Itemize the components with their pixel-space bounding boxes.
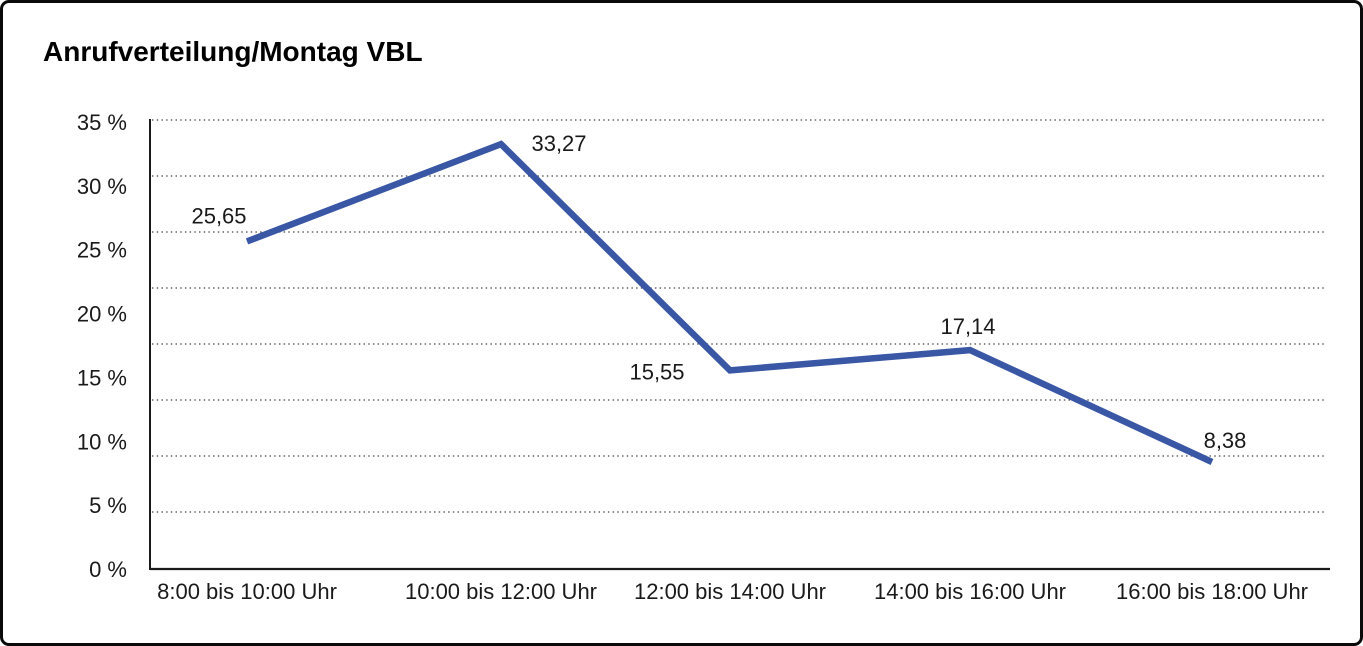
data-labels: 25,65 33,27 15,55 17,14 8,38 bbox=[191, 131, 1246, 453]
data-point-label: 8,38 bbox=[1204, 428, 1247, 453]
x-tick-label: 8:00 bis 10:00 Uhr bbox=[157, 579, 337, 604]
y-tick-label: 20 % bbox=[77, 302, 127, 327]
axes bbox=[149, 119, 1330, 571]
x-axis-labels: 8:00 bis 10:00 Uhr 10:00 bis 12:00 Uhr 12:… bbox=[157, 579, 1308, 604]
data-point-label: 33,27 bbox=[531, 131, 586, 156]
x-tick-label: 14:00 bis 16:00 Uhr bbox=[874, 579, 1066, 604]
y-tick-label: 25 % bbox=[77, 238, 127, 263]
line-chart: Anrufverteilung/Montag VBL 35 % 30 % 25 % 2… bbox=[43, 36, 1330, 604]
x-tick-label: 16:00 bis 18:00 Uhr bbox=[1116, 579, 1308, 604]
chart-title: Anrufverteilung/Montag VBL bbox=[43, 36, 423, 67]
data-series bbox=[245, 140, 1214, 465]
y-tick-label: 35 % bbox=[77, 110, 127, 135]
y-tick-label: 10 % bbox=[77, 429, 127, 454]
data-point-label: 25,65 bbox=[191, 203, 246, 228]
data-point-label: 15,55 bbox=[629, 359, 684, 384]
data-line bbox=[245, 140, 1214, 465]
y-axis-labels: 35 % 30 % 25 % 20 % 15 % 10 % 5 % 0 % bbox=[77, 110, 127, 582]
y-tick-label: 0 % bbox=[89, 557, 127, 582]
x-tick-label: 10:00 bis 12:00 Uhr bbox=[405, 579, 597, 604]
y-tick-label: 30 % bbox=[77, 174, 127, 199]
x-tick-label: 12:00 bis 14:00 Uhr bbox=[634, 579, 826, 604]
data-point-label: 17,14 bbox=[940, 314, 995, 339]
gridlines bbox=[152, 119, 1326, 513]
y-tick-label: 15 % bbox=[77, 365, 127, 390]
y-tick-label: 5 % bbox=[89, 493, 127, 518]
